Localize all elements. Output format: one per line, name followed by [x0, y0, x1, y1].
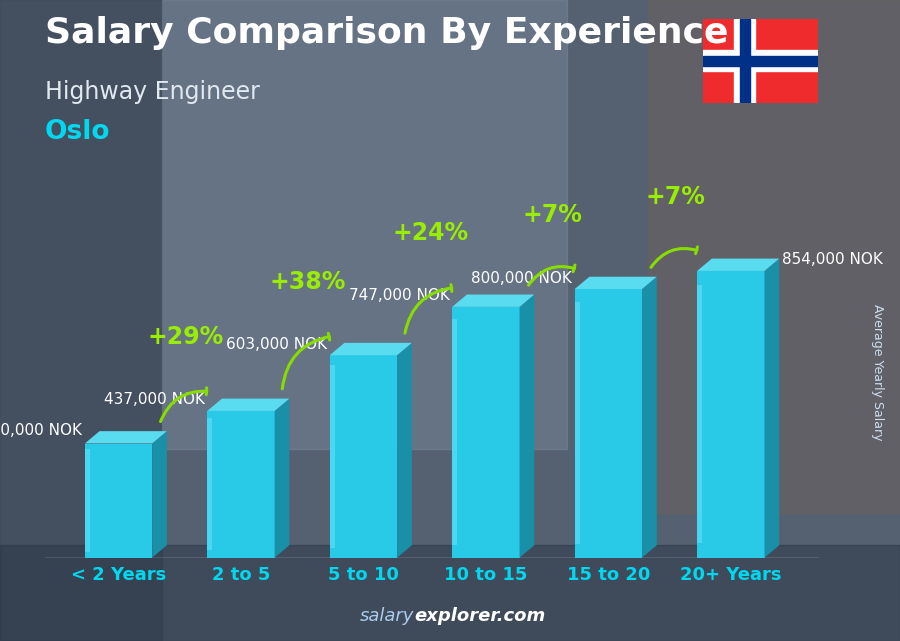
Text: Oslo: Oslo	[45, 119, 111, 145]
Polygon shape	[85, 431, 166, 444]
Polygon shape	[152, 431, 166, 558]
Text: 800,000 NOK: 800,000 NOK	[472, 271, 572, 285]
Polygon shape	[452, 294, 535, 307]
Polygon shape	[274, 399, 289, 558]
Text: 437,000 NOK: 437,000 NOK	[104, 392, 205, 408]
Bar	[0, 0, 162, 641]
Polygon shape	[207, 399, 289, 411]
Text: Average Yearly Salary: Average Yearly Salary	[871, 304, 884, 440]
Text: 747,000 NOK: 747,000 NOK	[349, 288, 450, 303]
Bar	[0, 545, 900, 641]
Polygon shape	[575, 277, 657, 289]
Bar	[648, 0, 900, 513]
Text: +24%: +24%	[392, 221, 468, 245]
Text: Salary Comparison By Experience: Salary Comparison By Experience	[45, 16, 728, 50]
Polygon shape	[452, 307, 519, 558]
Polygon shape	[698, 258, 779, 271]
Text: +38%: +38%	[269, 269, 346, 294]
Polygon shape	[207, 411, 274, 558]
Polygon shape	[698, 285, 702, 544]
Polygon shape	[85, 444, 152, 558]
Bar	[162, 0, 567, 449]
Bar	[703, 56, 818, 66]
Polygon shape	[329, 365, 335, 547]
Bar	[734, 19, 755, 103]
Bar	[703, 51, 818, 71]
Text: +29%: +29%	[147, 325, 223, 349]
Polygon shape	[519, 294, 535, 558]
Text: 603,000 NOK: 603,000 NOK	[226, 337, 328, 352]
Polygon shape	[329, 355, 397, 558]
Polygon shape	[575, 303, 580, 544]
Text: 340,000 NOK: 340,000 NOK	[0, 423, 83, 438]
Polygon shape	[452, 319, 457, 545]
Text: Highway Engineer: Highway Engineer	[45, 80, 260, 104]
Polygon shape	[85, 449, 90, 552]
Polygon shape	[698, 271, 764, 558]
Polygon shape	[642, 277, 657, 558]
Text: +7%: +7%	[645, 185, 705, 209]
Polygon shape	[764, 258, 779, 558]
Polygon shape	[397, 343, 412, 558]
Bar	[740, 19, 750, 103]
Polygon shape	[207, 419, 212, 551]
Text: salary: salary	[360, 607, 414, 625]
Text: explorer.com: explorer.com	[414, 607, 545, 625]
Polygon shape	[329, 343, 412, 355]
Text: +7%: +7%	[523, 203, 582, 228]
Text: 854,000 NOK: 854,000 NOK	[781, 253, 883, 267]
Polygon shape	[575, 289, 642, 558]
